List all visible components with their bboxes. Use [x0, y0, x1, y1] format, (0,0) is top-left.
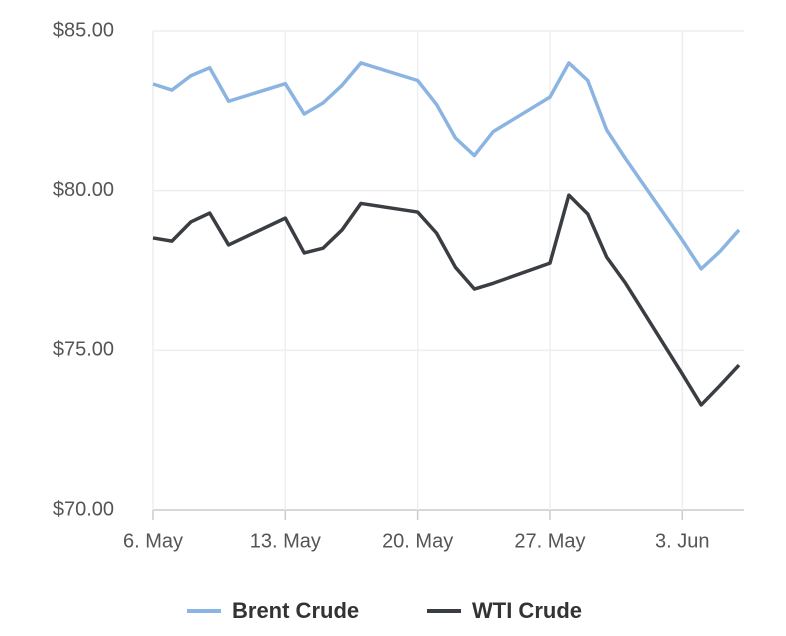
y-tick-label: $75.00 [53, 339, 114, 361]
y-tick-label: $70.00 [53, 498, 114, 520]
x-tick-label: 20. May [382, 530, 453, 552]
legend-text: WTI Crude [472, 598, 582, 623]
y-tick-label: $80.00 [53, 179, 114, 201]
x-tick-label: 6. May [123, 530, 183, 552]
line-series [152, 61, 741, 271]
y-tick-label: $85.00 [53, 19, 114, 41]
x-tick-label: 13. May [250, 530, 321, 552]
line-series [152, 193, 741, 407]
legend-text: Brent Crude [232, 598, 359, 623]
x-tick-label: 27. May [514, 530, 585, 552]
x-tick-label: 3. Jun [655, 530, 709, 552]
